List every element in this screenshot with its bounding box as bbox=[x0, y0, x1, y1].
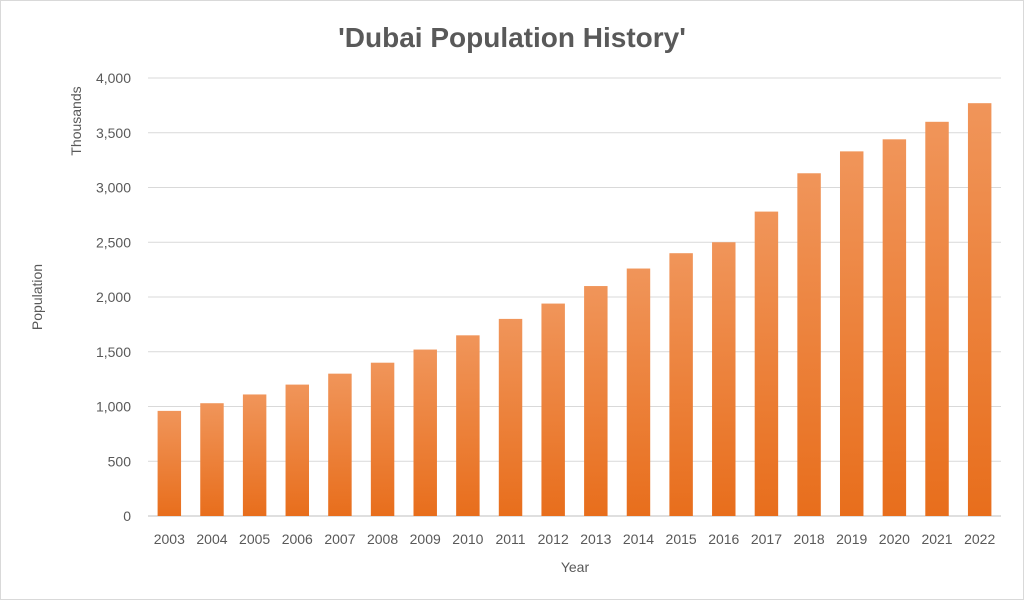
bar-2021 bbox=[925, 121, 949, 517]
x-tick-label: 2014 bbox=[623, 531, 654, 547]
bar-2010 bbox=[456, 335, 480, 516]
bar-2011 bbox=[498, 318, 523, 516]
x-tick-label: 2005 bbox=[239, 531, 270, 547]
x-tick-label: 2015 bbox=[666, 531, 697, 547]
bar-2003 bbox=[157, 410, 182, 516]
x-tick-label: 2011 bbox=[495, 531, 525, 547]
bar-2012 bbox=[541, 303, 565, 516]
bar-2017 bbox=[754, 211, 779, 516]
x-tick-label: 2021 bbox=[921, 531, 952, 547]
bar-2007 bbox=[328, 373, 352, 516]
gridlines bbox=[148, 77, 1001, 517]
y-tick-label: 2,500 bbox=[96, 234, 131, 250]
y-tick-label: 1,500 bbox=[96, 344, 131, 360]
bar-2019 bbox=[839, 151, 864, 517]
bar-2004 bbox=[200, 403, 224, 516]
y-tick-label: 0 bbox=[123, 508, 131, 524]
x-tick-label: 2018 bbox=[793, 531, 824, 547]
x-tick-label: 2022 bbox=[964, 531, 995, 547]
y-tick-label: 4,000 bbox=[96, 70, 131, 86]
x-tick-label: 2016 bbox=[708, 531, 739, 547]
x-tick-labels: 2003 2004 2005 2006 2007 2008 2009 2010 2011 2012… bbox=[154, 531, 996, 547]
x-tick-label: 2013 bbox=[580, 531, 611, 547]
x-tick-label: 2020 bbox=[879, 531, 910, 547]
bar-2018 bbox=[797, 173, 821, 516]
bar-2015 bbox=[669, 253, 693, 516]
y-axis-label: Population bbox=[29, 264, 45, 330]
x-tick-label: 2010 bbox=[452, 531, 483, 547]
x-tick-label: 2007 bbox=[324, 531, 355, 547]
y-tick-label: 2,000 bbox=[96, 289, 131, 305]
bar-2006 bbox=[285, 384, 310, 516]
bars bbox=[157, 103, 992, 517]
x-tick-label: 2019 bbox=[836, 531, 867, 547]
bar-2013 bbox=[584, 286, 608, 516]
x-tick-label: 2017 bbox=[751, 531, 782, 547]
bar-2014 bbox=[626, 268, 651, 516]
y-tick-label: 1,000 bbox=[96, 399, 131, 415]
bar-2005 bbox=[242, 394, 267, 516]
y-tick-label: 3,500 bbox=[96, 125, 131, 141]
y-tick-label: 3,000 bbox=[96, 180, 131, 196]
x-tick-label: 2009 bbox=[410, 531, 441, 547]
x-tick-label: 2012 bbox=[538, 531, 569, 547]
y-unit-label: Thousands bbox=[68, 86, 84, 155]
x-axis-label: Year bbox=[561, 559, 590, 575]
bar-2022 bbox=[967, 103, 992, 516]
x-tick-label: 2003 bbox=[154, 531, 185, 547]
y-tick-labels: 0 500 1,000 1,500 2,000 2,500 3,000 3,500 4,000 bbox=[96, 70, 131, 524]
y-tick-label: 500 bbox=[108, 453, 132, 469]
bar-2009 bbox=[413, 349, 437, 516]
x-tick-label: 2006 bbox=[282, 531, 313, 547]
bar-2008 bbox=[370, 362, 395, 516]
bar-2016 bbox=[712, 242, 736, 516]
x-tick-label: 2008 bbox=[367, 531, 398, 547]
bar-2020 bbox=[882, 139, 907, 516]
chart-title: 'Dubai Population History' bbox=[338, 22, 686, 53]
x-tick-label: 2004 bbox=[196, 531, 227, 547]
